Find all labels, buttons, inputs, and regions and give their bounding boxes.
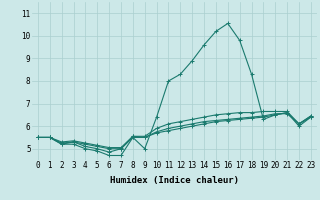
- X-axis label: Humidex (Indice chaleur): Humidex (Indice chaleur): [110, 176, 239, 185]
